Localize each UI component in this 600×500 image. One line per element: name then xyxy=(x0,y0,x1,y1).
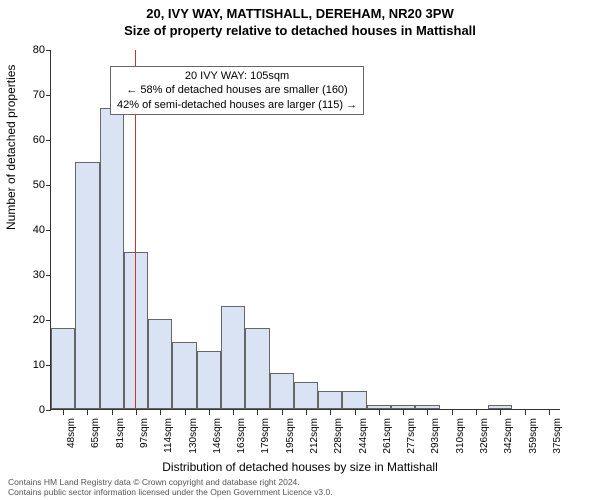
x-tick-label: 179sqm xyxy=(260,418,271,454)
histogram-bar xyxy=(342,391,366,409)
footer-attribution: Contains HM Land Registry data © Crown c… xyxy=(8,477,592,497)
histogram-bar xyxy=(391,405,415,410)
x-tick-mark xyxy=(185,410,186,415)
y-tick-mark xyxy=(46,230,51,231)
x-tick-mark xyxy=(233,410,234,415)
x-tick-mark xyxy=(257,410,258,415)
y-tick-label: 50 xyxy=(15,179,45,191)
histogram-bar xyxy=(75,162,99,410)
x-tick-mark xyxy=(379,410,380,415)
x-tick-label: 48sqm xyxy=(66,418,77,448)
y-tick-label: 40 xyxy=(15,224,45,236)
x-tick-mark xyxy=(355,410,356,415)
footer-line2: Contains public sector information licen… xyxy=(8,487,592,497)
x-tick-mark xyxy=(112,410,113,415)
x-tick-label: 277sqm xyxy=(406,418,417,454)
histogram-bar xyxy=(270,373,294,409)
x-tick-mark xyxy=(63,410,64,415)
histogram-bar xyxy=(294,382,318,409)
annotation-line3: 42% of semi-detached houses are larger (… xyxy=(117,98,357,112)
x-tick-mark xyxy=(136,410,137,415)
annotation-line2: ← 58% of detached houses are smaller (16… xyxy=(117,83,357,97)
x-tick-label: 163sqm xyxy=(236,418,247,454)
y-tick-mark xyxy=(46,275,51,276)
histogram-bar xyxy=(488,405,512,410)
y-tick-mark xyxy=(46,185,51,186)
y-tick-label: 60 xyxy=(15,134,45,146)
x-tick-label: 359sqm xyxy=(528,418,539,454)
annotation-line1: 20 IVY WAY: 105sqm xyxy=(117,69,357,83)
y-tick-label: 0 xyxy=(15,404,45,416)
histogram-bar xyxy=(245,328,269,409)
x-tick-mark xyxy=(452,410,453,415)
x-tick-label: 97sqm xyxy=(139,418,150,448)
footer-line1: Contains HM Land Registry data © Crown c… xyxy=(8,477,592,487)
histogram-bar xyxy=(148,319,172,409)
page-title-address: 20, IVY WAY, MATTISHALL, DEREHAM, NR20 3… xyxy=(0,6,600,21)
x-tick-label: 81sqm xyxy=(115,418,126,448)
y-tick-label: 30 xyxy=(15,269,45,281)
x-tick-label: 375sqm xyxy=(552,418,563,454)
y-tick-mark xyxy=(46,140,51,141)
x-tick-label: 342sqm xyxy=(503,418,514,454)
x-tick-label: 212sqm xyxy=(309,418,320,454)
histogram-bar xyxy=(197,351,221,410)
chart-area: 0102030405060708048sqm65sqm81sqm97sqm114… xyxy=(50,50,560,410)
histogram-bar xyxy=(51,328,75,409)
y-tick-label: 10 xyxy=(15,359,45,371)
y-tick-mark xyxy=(46,95,51,96)
x-tick-label: 244sqm xyxy=(358,418,369,454)
y-tick-label: 70 xyxy=(15,89,45,101)
x-tick-mark xyxy=(209,410,210,415)
y-tick-label: 20 xyxy=(15,314,45,326)
x-tick-label: 310sqm xyxy=(455,418,466,454)
x-tick-label: 326sqm xyxy=(479,418,490,454)
histogram-bar xyxy=(415,405,439,410)
x-tick-label: 228sqm xyxy=(333,418,344,454)
y-tick-mark xyxy=(46,50,51,51)
page-title-desc: Size of property relative to detached ho… xyxy=(0,23,600,38)
x-tick-label: 114sqm xyxy=(163,418,174,453)
x-tick-label: 65sqm xyxy=(90,418,101,448)
x-tick-mark xyxy=(549,410,550,415)
x-tick-mark xyxy=(282,410,283,415)
x-tick-mark xyxy=(306,410,307,415)
x-tick-mark xyxy=(160,410,161,415)
x-tick-mark xyxy=(87,410,88,415)
x-tick-label: 195sqm xyxy=(285,418,296,454)
histogram-bar xyxy=(221,306,245,410)
histogram-bar xyxy=(318,391,342,409)
x-tick-label: 293sqm xyxy=(430,418,441,454)
histogram-bar xyxy=(172,342,196,410)
x-tick-label: 146sqm xyxy=(212,418,223,454)
x-axis-label: Distribution of detached houses by size … xyxy=(0,460,600,474)
x-tick-mark xyxy=(330,410,331,415)
x-tick-label: 261sqm xyxy=(382,418,393,454)
histogram-bar xyxy=(100,108,124,410)
x-tick-mark xyxy=(476,410,477,415)
x-tick-label: 130sqm xyxy=(188,418,199,454)
x-tick-mark xyxy=(427,410,428,415)
histogram-bar xyxy=(367,405,391,410)
marker-annotation: 20 IVY WAY: 105sqm ← 58% of detached hou… xyxy=(110,66,364,115)
x-tick-mark xyxy=(525,410,526,415)
x-tick-mark xyxy=(403,410,404,415)
y-tick-label: 80 xyxy=(15,44,45,56)
x-tick-mark xyxy=(500,410,501,415)
y-tick-mark xyxy=(46,320,51,321)
y-tick-mark xyxy=(46,410,51,411)
